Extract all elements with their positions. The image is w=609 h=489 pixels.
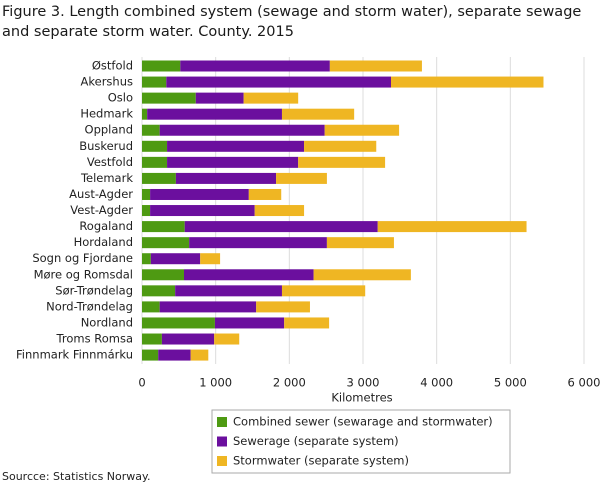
y-tick-label: Troms Romsa [56, 332, 133, 346]
x-tick-label: 0 [138, 376, 145, 390]
bar-segment [159, 301, 257, 313]
bar-segment [243, 92, 299, 104]
bar-segment [377, 221, 527, 233]
bar-segment [390, 76, 544, 88]
bar-segment [189, 237, 327, 249]
y-tick-label: Møre og Romsdal [34, 267, 133, 281]
source-note: Sourcce: Statistics Norway. [2, 470, 151, 483]
bar-segment [159, 124, 325, 136]
legend-label: Combined sewer (sewarage and stormwater) [233, 415, 493, 429]
bar-segment [175, 285, 282, 297]
x-tick-label: 6 000 [568, 376, 601, 390]
bar-segment [142, 221, 185, 233]
bar-segment [304, 140, 377, 152]
bar-segment [248, 188, 282, 200]
bar-segment [214, 317, 285, 329]
x-tick-label: 1 000 [199, 376, 232, 390]
x-axis-label: Kilometres [331, 391, 392, 405]
y-tick-label: Nord-Trøndelag [46, 299, 133, 313]
bar-segment [150, 253, 201, 265]
bar-segment [175, 172, 277, 184]
y-tick-label: Hordaland [74, 235, 133, 249]
bar-segment [324, 124, 400, 136]
chart-title: Figure 3. Length combined system (sewage… [2, 4, 582, 40]
bar-segment [200, 253, 221, 265]
y-tick-label: Aust-Agder [69, 187, 133, 201]
y-tick-label: Vest-Agder [70, 203, 133, 217]
legend-swatch [217, 417, 227, 427]
bar-segment [284, 317, 330, 329]
bar-segment [142, 60, 181, 72]
legend-label: Stormwater (separate system) [233, 454, 409, 468]
bar-segment [142, 205, 151, 217]
bar-segment [167, 140, 305, 152]
bar-segment [329, 60, 422, 72]
x-tick-label: 5 000 [494, 376, 527, 390]
y-tick-label: Finnmark Finnmárku [16, 348, 133, 362]
y-tick-label: Buskerud [79, 139, 133, 153]
bar-segment [147, 108, 282, 120]
bar-segment [214, 333, 240, 345]
bar-segment [142, 349, 159, 361]
bar-segment [142, 76, 167, 88]
bar-segment [254, 205, 305, 217]
legend-swatch [217, 456, 227, 466]
bar-segment [142, 285, 176, 297]
bar-segment [142, 317, 215, 329]
bar-segment [150, 205, 255, 217]
y-tick-label: Hedmark [80, 107, 133, 121]
bar-segment [195, 92, 244, 104]
bar-segment [142, 269, 184, 281]
bar-segment [281, 108, 355, 120]
legend-swatch [217, 436, 227, 447]
y-tick-label: Østfold [92, 59, 133, 73]
y-tick-label: Oslo [108, 91, 133, 105]
bar-segment [161, 333, 215, 345]
bar-segment [142, 140, 168, 152]
y-tick-label: Vestfold [87, 155, 133, 169]
x-tick-label: 4 000 [420, 376, 453, 390]
bar-segment [150, 188, 249, 200]
bar-segment [142, 237, 190, 249]
bar-segment [142, 301, 160, 313]
bar-segment [190, 349, 209, 361]
bar-segment [184, 221, 378, 233]
bar-segment [313, 269, 411, 281]
bar-segment [142, 108, 148, 120]
y-tick-label: Nordland [81, 315, 133, 329]
bar-segment [142, 124, 160, 136]
x-tick-label: 2 000 [273, 376, 306, 390]
y-tick-label: Sør-Trøndelag [55, 283, 133, 297]
bar-segment [326, 237, 394, 249]
y-tick-label: Oppland [85, 123, 133, 137]
bar-segment [276, 172, 327, 184]
bar-segment [142, 188, 151, 200]
bar-segment [183, 269, 314, 281]
x-tick-label: 3 000 [347, 376, 380, 390]
y-tick-label: Akershus [81, 75, 133, 89]
bar-segment [142, 156, 168, 168]
bar-segment [180, 60, 330, 72]
bar-segment [298, 156, 386, 168]
bar-segment [142, 92, 196, 104]
bar-segment [256, 301, 310, 313]
y-tick-label: Sogn og Fjordane [32, 251, 133, 265]
bar-segment [142, 333, 162, 345]
legend-label: Sewerage (separate system) [233, 434, 399, 448]
bar-segment [142, 253, 151, 265]
bar-segment [167, 156, 299, 168]
bar-segment [142, 172, 176, 184]
y-tick-label: Telemark [80, 171, 133, 185]
bar-segment [281, 285, 366, 297]
legend-box [211, 409, 511, 474]
y-tick-label: Rogaland [79, 219, 133, 233]
bar-segment [158, 349, 191, 361]
bar-segment [166, 76, 391, 88]
